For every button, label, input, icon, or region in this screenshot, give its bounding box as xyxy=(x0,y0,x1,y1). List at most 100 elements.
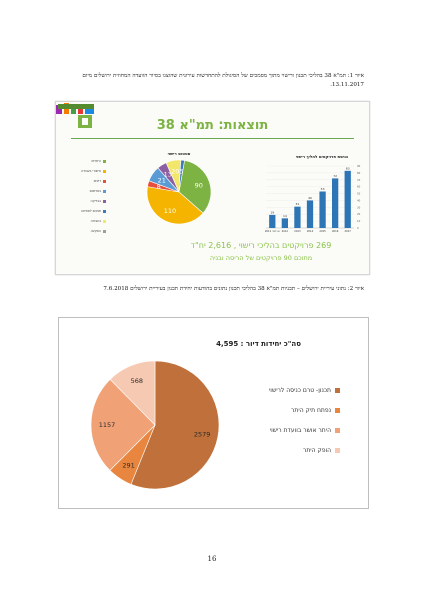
bar-ytick: 0 xyxy=(357,226,359,230)
legend-label: בפריסום xyxy=(89,189,101,193)
slide-title-underline xyxy=(71,138,354,139)
bar-value-label: 14 xyxy=(283,214,287,218)
legend-swatch xyxy=(103,229,106,233)
status-pie-slice-1 xyxy=(146,186,204,225)
legend-swatch xyxy=(335,387,340,393)
bar-value-label: 19 xyxy=(270,210,274,214)
bar-category-label: 2011 או לפני xyxy=(265,229,280,233)
housing-units-title: סה"כ יחידות דיור : 4,595 xyxy=(216,340,301,348)
legend-swatch xyxy=(335,447,340,453)
slide-summary-line2: מתוכם 90 פרויקטים של הריסה ובניה xyxy=(209,254,313,262)
pie-legend-item: תנאים לפתיחה xyxy=(66,206,106,216)
legend-label: היתר אושר בוועדת רישוי xyxy=(269,426,331,434)
urban-renewal-logo xyxy=(58,104,94,128)
status-pie-label-1: 110 xyxy=(164,207,176,215)
status-pie-label-2: 8 xyxy=(157,183,161,191)
bar-1 xyxy=(281,218,288,228)
bar-ytick: 60 xyxy=(357,185,361,189)
status-pie-label-3: 21 xyxy=(158,176,166,184)
bar-ytick: 30 xyxy=(357,205,361,209)
bar-ytick: 10 xyxy=(357,219,361,223)
legend-label: תכנון- טרם כניסה לרישוי xyxy=(268,386,331,394)
housing-pie-label-2: 1157 xyxy=(99,421,116,429)
bar-ytick: 50 xyxy=(357,192,361,196)
legend-label: דיונים xyxy=(93,179,101,183)
legend-label: היתרים xyxy=(91,159,101,163)
pie-legend-item: הפקעה xyxy=(66,226,106,236)
housing-pie-slice-3 xyxy=(109,360,156,426)
bar-value-label: 40 xyxy=(308,196,312,200)
legend-label: הופק היתר xyxy=(302,446,331,454)
pie-legend-item: בפריסום xyxy=(66,186,106,196)
legend-swatch xyxy=(335,407,340,413)
status-pie-slice-0 xyxy=(178,160,212,214)
bar-category-label: 2013 xyxy=(294,229,301,233)
bar-value-label: 83 xyxy=(346,166,350,170)
pie-legend-item: דיונים xyxy=(66,176,106,186)
bar-ytick: 40 xyxy=(357,198,361,202)
page-number: 16 xyxy=(207,555,217,563)
slide-summary-line1: 269 פרויקטים בהליכי רישוי , 2,616 יח"ד xyxy=(190,241,332,250)
bar-value-label: 72 xyxy=(333,174,337,178)
legend-swatch xyxy=(103,199,106,203)
legend-label: נפתח תיק היתר xyxy=(291,406,331,414)
bar-category-label: 2017 xyxy=(345,229,352,233)
bar-category-label: 2014 xyxy=(307,229,314,233)
status-pie-slice-6 xyxy=(178,159,185,193)
housing-pie-slice-2 xyxy=(90,378,156,471)
legend-swatch xyxy=(103,169,106,173)
housing-pie-slice-0 xyxy=(130,360,220,490)
slide-title: תוצאות: תמ"א 38 xyxy=(156,118,269,133)
status-pie-label-6: 5 xyxy=(179,167,183,175)
bar-0 xyxy=(269,214,276,228)
pie-legend-item: אישורי בעבודה xyxy=(66,166,106,176)
status-pie-label-4: 13 xyxy=(164,171,172,179)
pie-legend: היתרים אישורי בעבודה דיונים בפריסום בבדיקה תנ… xyxy=(66,156,106,236)
legend-label: תנאים לפתיחה xyxy=(80,209,101,213)
status-pie-label-0: 90 xyxy=(195,181,203,189)
bar-ytick: 70 xyxy=(357,178,361,182)
figure-1-caption: איור 1: תמ"א 38 בהליכי תכנון ורישוי מתוך… xyxy=(82,73,364,88)
pie-legend-item: בעבודה xyxy=(66,216,106,226)
legend-swatch xyxy=(103,219,106,223)
bar-ytick: 20 xyxy=(357,212,361,216)
legend-swatch xyxy=(335,427,340,433)
pie-caption: סטטוס רישוי xyxy=(167,151,191,156)
bar-category-label: 2016 xyxy=(332,229,339,233)
bar-value-label: 31 xyxy=(296,202,300,206)
housing-pie-label-3: 568 xyxy=(131,377,143,385)
housing-legend-item: הופק היתר xyxy=(240,440,340,460)
legend-label: אישורי בעבודה xyxy=(81,169,101,173)
bar-2 xyxy=(294,206,301,228)
legend-swatch xyxy=(103,159,106,163)
pie-legend-item: היתרים xyxy=(66,156,106,166)
bar-category-label: 2012 xyxy=(282,229,289,233)
legend-swatch xyxy=(103,189,106,193)
housing-legend-item: היתר אושר בוועדת רישוי xyxy=(240,420,340,440)
bar-ytick: 80 xyxy=(357,171,361,175)
legend-swatch xyxy=(103,179,106,183)
bar-6 xyxy=(344,170,351,228)
housing-legend-item: תכנון- טרם כניסה לרישוי xyxy=(240,380,340,400)
bar-ytick: 90 xyxy=(357,164,361,168)
status-pie-label-5: 20 xyxy=(171,168,179,176)
figure-2-caption: איור 2: נתוני עיריית ירושלים – תכניות תמ… xyxy=(103,286,364,292)
bar-value-label: 53 xyxy=(321,187,325,191)
bar-chart-caption: כניסת פרויקטים להליך רישוי xyxy=(295,154,349,159)
bar-category-label: 2015 xyxy=(319,229,326,233)
pie-legend-item: בבדיקה xyxy=(66,196,106,206)
bar-4 xyxy=(319,191,326,228)
bar-5 xyxy=(332,178,339,228)
housing-pie-label-1: 291 xyxy=(122,461,134,469)
housing-legend-item: נפתח תיק היתר xyxy=(240,400,340,420)
presentation-slide: תוצאות: תמ"א 38 סטטוס רישוי כניסת פרויקט… xyxy=(55,101,370,275)
legend-label: בעבודה xyxy=(90,219,101,223)
housing-units-legend: תכנון- טרם כניסה לרישוי נפתח תיק היתר היתר… xyxy=(240,380,340,460)
bar-3 xyxy=(306,200,314,228)
housing-pie-label-0: 2579 xyxy=(194,430,211,438)
legend-label: הפקעה xyxy=(90,229,101,233)
legend-label: בבדיקה xyxy=(90,199,101,203)
